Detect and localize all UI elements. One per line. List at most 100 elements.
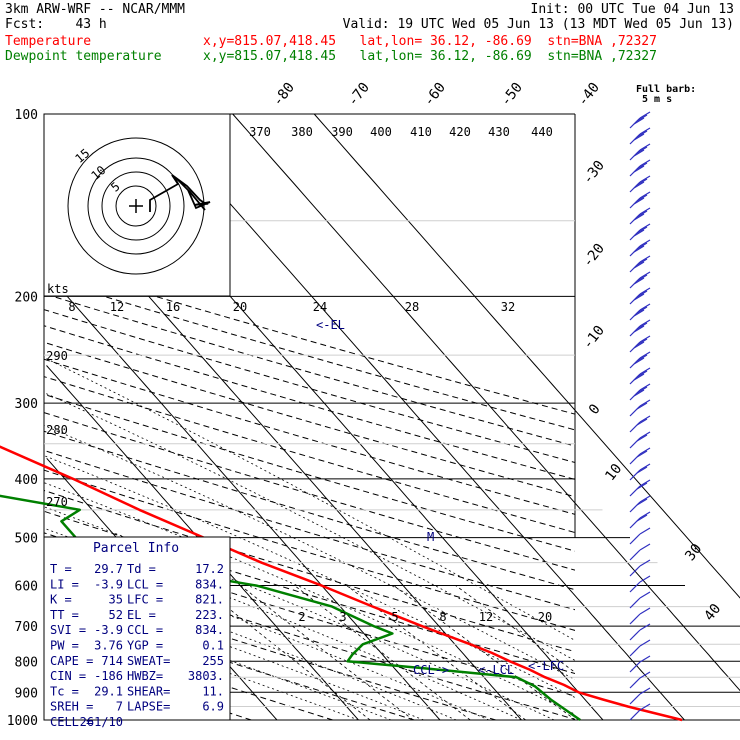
wind-barb-flag [633, 341, 645, 349]
theta-label: 390 [331, 125, 353, 139]
parcel-info-cell: CELL = [50, 715, 93, 729]
parcel-info-cell: -3.9 [94, 577, 123, 591]
wind-barb [629, 549, 641, 561]
isotherm [313, 113, 740, 599]
isotherm-label: 40 [701, 601, 724, 624]
dewpoint-location: x,y=815.07,418.45 lat,lon= 36.12, -86.69… [203, 49, 657, 64]
parcel-info-cell: SVI = [50, 623, 86, 637]
isotherm-label: -40 [575, 80, 603, 110]
parcel-info-cell: Td = [127, 562, 156, 576]
mixing-ratio-label: 3 [339, 610, 346, 624]
wind-barb-flag [639, 527, 651, 535]
wind-barb [629, 693, 641, 705]
lfc-annotation: <-LFC [528, 659, 564, 673]
model-title: 3km ARW-WRF -- NCAR/MMM [5, 2, 186, 17]
wind-barb-flag [633, 229, 645, 237]
wind-barb-flag [636, 514, 648, 522]
parcel-info-cell: 11. [202, 684, 224, 698]
parcel-info-cell: 255 [202, 654, 224, 668]
wind-barb-flag [633, 389, 645, 397]
parcel-info-cell: SREH = [50, 700, 93, 714]
wind-barb [629, 629, 641, 641]
lcl-annotation: <-LCL [478, 663, 514, 677]
m-annotation: M [427, 530, 434, 544]
parcel-info-cell: 29.7 [94, 562, 123, 576]
mixing-ratio-line [455, 585, 575, 673]
wind-barb-flag [639, 287, 651, 295]
theta-left-label: 270 [46, 495, 68, 509]
parcel-info-cell: 834. [195, 577, 224, 591]
valid-time: Valid: 19 UTC Wed 05 Jun 13 (13 MDT Wed … [342, 17, 734, 32]
hodograph-speed-label: 20 [233, 300, 247, 314]
theta-left-label: 290 [46, 349, 68, 363]
wind-barb-flag [633, 357, 645, 365]
wind-barb-flag [636, 114, 648, 122]
parcel-info-cell: 261/10 [80, 715, 123, 729]
wind-barb-flag [639, 175, 651, 183]
moist-adiabat [44, 482, 575, 715]
wind-barb-flag [636, 306, 648, 314]
parcel-info-cell: PW = [50, 639, 79, 653]
parcel-info-cell: -186 [94, 669, 123, 683]
wind-barb-flag [639, 303, 651, 311]
hodograph-speed-label: 24 [313, 300, 327, 314]
wind-barb-flag [633, 197, 645, 205]
pressure-tick-label: 400 [15, 473, 38, 488]
parcel-info-cell: SHEAR= [127, 684, 170, 698]
wind-barb-flag [633, 133, 645, 141]
wind-barb-flag [636, 146, 648, 154]
wind-barb-flag [636, 178, 648, 186]
parcel-info-cell: 6.9 [202, 700, 224, 714]
isotherm [232, 113, 740, 692]
parcel-info-cell: 714 [101, 654, 123, 668]
parcel-info-cell: 821. [195, 593, 224, 607]
parcel-info-cell: 834. [195, 623, 224, 637]
pressure-tick-label: 100 [15, 108, 38, 123]
wind-barb-flag [639, 207, 651, 215]
sounding-profiles [0, 445, 683, 722]
wind-barb-flag [639, 223, 651, 231]
hodograph-speed-label: 8 [68, 300, 75, 314]
pressure-tick-label: 800 [15, 655, 38, 670]
mixing-ratio-label: 5 [391, 610, 398, 624]
isotherm [150, 113, 685, 721]
hodograph-ring [101, 171, 171, 241]
wind-barb-flag [639, 671, 651, 679]
wind-barb-flag [639, 127, 651, 135]
wind-barb-flag [639, 623, 651, 631]
wind-barb-flag [633, 293, 645, 301]
wind-barb-flag [636, 498, 648, 506]
moist-adiabat [44, 564, 457, 720]
wind-barb-flag [633, 181, 645, 189]
pressure-tick-label: 500 [15, 532, 38, 547]
parcel-info-cell: EL = [127, 608, 156, 622]
isotherm [46, 365, 359, 721]
wind-barb-flag [639, 367, 651, 375]
wind-barb-flag [636, 322, 648, 330]
wind-barb-flag [639, 431, 651, 439]
wind-barb-flag [639, 399, 651, 407]
wind-barb-flag [639, 191, 651, 199]
wind-barb [629, 565, 641, 577]
theta-label: 370 [249, 125, 271, 139]
wind-barb-flag [636, 418, 648, 426]
mixing-ratio-line [294, 585, 471, 720]
parcel-info-cell: K = [50, 593, 72, 607]
wind-barb-flag [633, 117, 645, 125]
mixing-ratio-label: 12 [479, 610, 493, 624]
parcel-info-cell: 7 [116, 700, 123, 714]
wind-barb-flag [636, 162, 648, 170]
parcel-info-cell: LI = [50, 577, 79, 591]
wind-barb-flag [636, 226, 648, 234]
wind-barb-flag [636, 242, 648, 250]
parcel-info-cell: CAPE = [50, 654, 93, 668]
temperature-profile [0, 445, 683, 722]
wind-barb-flag [639, 319, 651, 327]
isotherm-label: -20 [580, 241, 608, 271]
pressure-tick-label: 600 [15, 580, 38, 595]
mixing-ratio-line [393, 585, 575, 720]
wind-barb-flag [633, 373, 645, 381]
hodograph-speed-label: 16 [166, 300, 180, 314]
wind-barb-flag [633, 165, 645, 173]
